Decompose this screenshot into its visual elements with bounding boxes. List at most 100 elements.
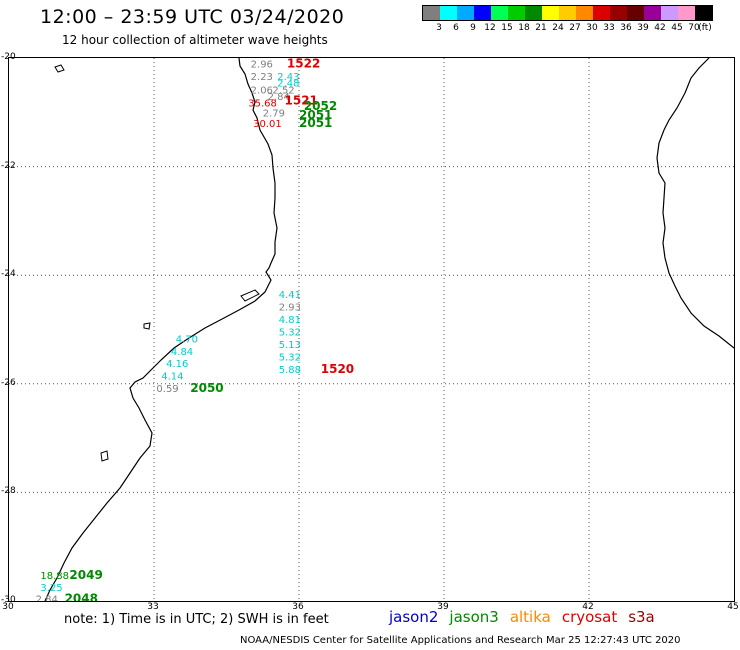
lon-tick-label: 33 [147, 602, 159, 612]
chart-title: 12:00 – 23:59 UTC 03/24/2020 [40, 6, 345, 28]
wave-height-label: 2.93 [279, 303, 301, 314]
chart-subtitle: 12 hour collection of altimeter wave hei… [62, 33, 328, 47]
legend-label: 33 [603, 23, 615, 33]
legend-swatch [491, 6, 508, 20]
legend-label: 45 [671, 23, 683, 33]
color-legend: 3 6 9 12 15 18 21 24 27 30 33 36 39 42 45 70 (ft) [422, 5, 713, 33]
legend-swatch [440, 6, 457, 20]
lon-tick-label: 42 [582, 602, 594, 612]
lat-tick-label: -30 [1, 595, 16, 605]
legend-swatch [644, 6, 661, 20]
satellite-label-jason2: jason2 [389, 608, 439, 626]
wave-height-label: 2.52 [272, 85, 294, 96]
legend-labels: 3 6 9 12 15 18 21 24 27 30 33 36 39 42 45 70 (ft) [422, 21, 713, 33]
wave-height-label: 0.59 [156, 384, 178, 395]
lat-tick-label: -24 [1, 269, 16, 280]
wave-height-label: 3.25 [40, 583, 62, 594]
wave-height-label: 4.81 [279, 315, 301, 326]
wave-height-label: 2.96 [251, 59, 273, 70]
lat-tick-label: -26 [1, 377, 16, 388]
legend-swatch [576, 6, 593, 20]
satellite-legend: jason2 jason3 altika cryosat s3a [389, 608, 666, 626]
legend-label: 39 [637, 23, 649, 33]
satellite-label-jason3: jason3 [449, 608, 499, 626]
wave-height-label: 5.32 [279, 353, 301, 364]
legend-swatch [423, 6, 440, 20]
legend-label: 21 [535, 23, 547, 33]
inland-lake [143, 322, 151, 330]
legend-swatch [542, 6, 559, 20]
wave-height-label: 2.79 [263, 108, 285, 119]
legend-label: 6 [453, 23, 459, 33]
legend-swatch [593, 6, 610, 20]
legend-swatch [559, 6, 576, 20]
map-panel[interactable]: 2.96 1522 2.23 2.43 2.48 2.06 2.52 2.84 35.68 152… [8, 57, 735, 602]
wave-height-label: 5.13 [279, 340, 301, 351]
legend-swatch [661, 6, 678, 20]
satellite-label-s3a: s3a [628, 608, 655, 626]
wave-height-label: 5.32 [279, 328, 301, 339]
legend-unit: (ft) [698, 23, 712, 33]
legend-swatch [627, 6, 644, 20]
wave-height-label: 4.41 [279, 290, 301, 301]
legend-label: 36 [620, 23, 632, 33]
wave-height-label: 2.84 [36, 594, 58, 601]
legend-label: 24 [552, 23, 564, 33]
wave-height-label: 4.84 [171, 347, 193, 358]
lat-tick-label: -28 [1, 486, 16, 497]
coastlines [44, 58, 734, 601]
wave-height-label: 18.88 [40, 571, 69, 582]
lon-tick-label: 36 [292, 602, 304, 612]
pass-id-label: 2052 [304, 99, 337, 113]
africa-coastline [44, 58, 278, 601]
wave-height-label: 4.14 [161, 372, 183, 383]
legend-label: 12 [484, 23, 496, 33]
legend-label: 18 [518, 23, 530, 33]
pass-id-label: 2050 [190, 381, 223, 395]
wave-height-label: 2.48 [277, 78, 299, 89]
legend-label: 27 [569, 23, 581, 33]
pass-id-label: 1521 [285, 93, 318, 107]
wave-height-label: 4.70 [176, 335, 198, 346]
satellite-label-cryosat: cryosat [561, 608, 618, 626]
legend-label: 9 [470, 23, 476, 33]
pass-id-label: 2051 [299, 108, 332, 122]
legend-swatch [457, 6, 474, 20]
lon-tick-label: 30 [2, 602, 14, 612]
footer-credit: NOAA/NESDIS Center for Satellite Applica… [240, 635, 681, 646]
legend-label: 15 [501, 23, 513, 33]
pass-id-label: 2051 [299, 116, 332, 130]
wave-height-label: 4.16 [166, 359, 188, 370]
legend-label: 30 [586, 23, 598, 33]
pass-id-label: 1522 [287, 58, 320, 70]
madagascar-coastline [656, 58, 734, 349]
legend-swatch [610, 6, 627, 20]
grid-lines [9, 58, 734, 601]
legend-swatches [422, 5, 713, 21]
pass-id-label: 1520 [321, 362, 354, 376]
legend-label: 3 [436, 23, 442, 33]
wave-height-label: 2.43 [277, 72, 299, 83]
pass-id-label: 2048 [65, 591, 98, 601]
inland-lake [100, 450, 109, 462]
pass-id-label: 2049 [69, 568, 102, 582]
lat-tick-label: -20 [1, 52, 16, 62]
lon-tick-label: 45 [727, 602, 739, 612]
wave-height-label: 2.84 [268, 92, 290, 103]
satellite-label-altika: altika [509, 608, 551, 626]
lon-tick-label: 39 [437, 602, 449, 612]
legend-swatch [695, 6, 712, 20]
inland-lake [54, 64, 65, 73]
legend-swatch [678, 6, 695, 20]
wave-height-label: 2.23 [251, 72, 273, 83]
legend-swatch [508, 6, 525, 20]
legend-swatch [474, 6, 491, 20]
legend-label: 70 [688, 23, 700, 33]
legend-label: 42 [654, 23, 666, 33]
wave-height-label: 30.01 [253, 119, 282, 130]
wave-height-label: 2.06 [251, 85, 273, 96]
note-text: note: 1) Time is in UTC; 2) SWH is in fe… [64, 612, 329, 627]
inland-lake [240, 289, 260, 302]
